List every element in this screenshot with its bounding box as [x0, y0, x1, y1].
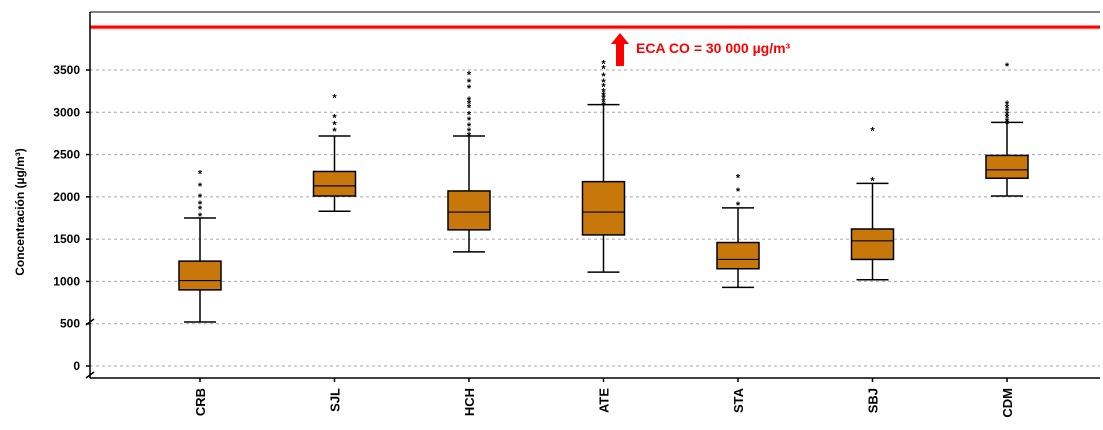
y-tick-label-500: 500: [60, 317, 80, 331]
box-iqr: [312, 170, 357, 197]
outlier-point: *: [1005, 61, 1010, 73]
y-axis-title: Concentración (µg/m³): [13, 148, 27, 276]
outlier-point: *: [467, 115, 472, 127]
outlier-point: *: [332, 113, 337, 125]
axis-break-1: [85, 371, 95, 379]
box-sbj: **: [850, 125, 895, 281]
outlier-point: *: [198, 199, 203, 211]
outlier-point: *: [332, 119, 337, 131]
box-iqr: [985, 154, 1029, 180]
x-tick-label-hch: HCH: [462, 388, 477, 416]
axis-break-0: [85, 318, 95, 326]
x-tick-label-sjl: SJL: [328, 388, 343, 412]
outlier-point: *: [467, 121, 472, 133]
axes: 0 500 1000 1500 2000 2500 3000 3500 CRB SJL HCH ATE…: [53, 11, 1100, 418]
y-tick-label-1000: 1000: [53, 274, 80, 288]
outlier-point: *: [467, 70, 472, 82]
x-tick-label-cdm: CDM: [1000, 388, 1015, 418]
outlier-point: *: [332, 92, 337, 104]
box-sta: ***: [716, 173, 760, 289]
outlier-point: *: [467, 98, 472, 110]
outlier-point: *: [198, 211, 203, 223]
box-sjl: ****: [312, 92, 357, 212]
outlier-point: *: [601, 90, 606, 102]
outlier-point: *: [601, 71, 606, 83]
box-iqr: [716, 241, 760, 270]
outlier-point: *: [1005, 109, 1010, 121]
box-iqr: [581, 180, 626, 236]
y-tick-label-2500: 2500: [53, 148, 80, 162]
x-tick-label-crb: CRB: [193, 388, 208, 416]
y-tick-label-0: 0: [73, 359, 80, 373]
outlier-point: *: [467, 95, 472, 107]
outlier-point: *: [736, 200, 741, 212]
outlier-point: *: [1005, 116, 1010, 128]
outlier-point: *: [467, 103, 472, 115]
outlier-point: *: [1005, 103, 1010, 115]
outlier-point: *: [601, 93, 606, 105]
y-tick-label-2000: 2000: [53, 190, 80, 204]
outlier-point: *: [198, 168, 203, 180]
outlier-point: *: [870, 125, 875, 137]
y-tick-label-1500: 1500: [53, 232, 80, 246]
outlier-point: *: [601, 97, 606, 109]
box-iqr: [447, 190, 491, 231]
box-hch: ***********: [447, 70, 491, 253]
outlier-point: *: [198, 192, 203, 204]
outlier-point: *: [601, 100, 606, 112]
outlier-point: *: [467, 83, 472, 95]
reference-label: ECA CO = 30 000 µg/m³: [636, 40, 791, 56]
outlier-point: *: [467, 130, 472, 142]
outlier-point: *: [1005, 99, 1010, 111]
x-tick-label-ate: ATE: [597, 388, 612, 413]
boxes: ********************************** ******…: [178, 59, 1029, 323]
box-cdm: ********: [985, 61, 1029, 197]
outlier-point: *: [198, 181, 203, 193]
box-iqr: [850, 228, 895, 261]
outlier-point: *: [601, 86, 606, 98]
box-iqr: [178, 260, 222, 291]
outlier-point: *: [736, 186, 741, 198]
outlier-point: *: [1005, 119, 1010, 131]
outlier-point: *: [467, 77, 472, 89]
x-tick-label-sbj: SBJ: [866, 388, 881, 413]
outlier-point: *: [198, 204, 203, 216]
outlier-point: *: [601, 64, 606, 76]
outlier-point: *: [1005, 113, 1010, 125]
y-tick-label-3000: 3000: [53, 105, 80, 119]
outlier-point: *: [601, 77, 606, 89]
outlier-point: *: [467, 109, 472, 121]
box-ate: **********: [581, 59, 626, 273]
y-tick-label-3500: 3500: [53, 63, 80, 77]
outlier-point: *: [467, 126, 472, 138]
reference-line-group: ECA CO = 30 000 µg/m³: [90, 25, 1100, 66]
outlier-point: *: [870, 175, 875, 187]
outlier-point: *: [1005, 106, 1010, 118]
outlier-point: *: [601, 81, 606, 93]
outlier-point: *: [601, 59, 606, 71]
outlier-point: *: [332, 126, 337, 138]
arrow-up-icon: [611, 33, 629, 66]
outlier-point: *: [736, 173, 741, 185]
x-tick-label-sta: STA: [731, 387, 746, 413]
box-crb: ******: [178, 168, 222, 323]
